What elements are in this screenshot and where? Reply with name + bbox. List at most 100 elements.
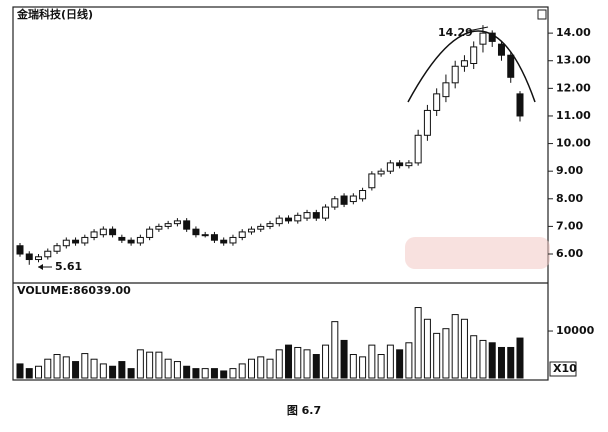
candle-body	[146, 228, 154, 238]
caption: 图 6.7	[287, 404, 321, 417]
volume-bar	[414, 307, 422, 379]
candle-body	[470, 46, 478, 64]
candle-body	[44, 250, 52, 258]
candle-body	[238, 231, 246, 238]
high-annotation: 14.29	[438, 26, 473, 39]
volume-bar	[331, 321, 339, 379]
volume-bar	[229, 368, 237, 379]
volume-bar	[460, 318, 468, 379]
volume-bar	[257, 356, 265, 379]
volume-bar	[405, 342, 413, 379]
candle-body	[90, 231, 98, 238]
candle-body	[109, 228, 117, 236]
corner-box	[537, 9, 547, 20]
volume-bar	[470, 335, 478, 379]
volume-bar	[285, 344, 293, 379]
volume-bar	[516, 337, 524, 379]
volume-bar	[451, 314, 459, 379]
candle-body	[136, 236, 144, 244]
volume-bar	[35, 365, 43, 379]
volume-bar	[192, 368, 200, 379]
volume-bar	[312, 354, 320, 379]
volume-bar	[90, 358, 98, 379]
candle-body	[368, 173, 376, 189]
volume-bar	[488, 342, 496, 379]
y-tick-label: 7.00	[556, 219, 583, 232]
candle-body	[340, 195, 348, 205]
candle-body	[118, 236, 126, 241]
volume-bar	[81, 353, 89, 379]
volume-bar	[479, 339, 487, 379]
candle-body	[377, 170, 385, 175]
candle-body	[414, 134, 422, 164]
candle-body	[99, 228, 107, 236]
candle-body	[210, 234, 218, 241]
low-annotation: 5.61	[55, 260, 82, 273]
candle-body	[16, 245, 24, 255]
candle-body	[451, 65, 459, 84]
volume-bar	[238, 363, 246, 379]
volume-bar	[368, 344, 376, 379]
candle-body	[396, 162, 404, 167]
volume-unit: X10	[553, 362, 577, 375]
candle-body	[257, 225, 265, 230]
candle-body	[275, 217, 283, 225]
candle-body	[72, 239, 80, 244]
candle-body	[201, 234, 209, 237]
y-tick-label: 13.00	[556, 54, 591, 67]
volume-bar	[497, 346, 505, 379]
candle-body	[312, 212, 320, 219]
volume-bar	[423, 318, 431, 379]
candle-body	[247, 228, 255, 233]
volume-bar	[146, 351, 154, 379]
y-tick-label: 6.00	[556, 247, 583, 260]
volume-bar	[109, 365, 117, 379]
unit-box	[549, 361, 577, 377]
volume-bar	[201, 368, 209, 379]
y-tick-label: 10.00	[556, 137, 591, 150]
arrow	[467, 26, 489, 32]
volume-bar	[25, 368, 33, 379]
volume-bar	[220, 370, 228, 379]
frame	[12, 6, 549, 381]
candle-body	[53, 245, 61, 252]
volume-bar	[294, 346, 302, 379]
y2-tick-label: 10000	[556, 324, 595, 337]
y-tick-label: 12.00	[556, 81, 591, 94]
y-tick-label: 8.00	[556, 192, 583, 205]
candle-body	[331, 198, 339, 208]
volume-bar	[173, 361, 181, 379]
candle-body	[488, 32, 496, 42]
volume-bar	[164, 358, 172, 379]
candle-body	[62, 239, 70, 247]
candle-body	[173, 220, 181, 225]
candle-body	[229, 236, 237, 244]
volume-bar	[507, 346, 515, 379]
volume-bar	[62, 356, 70, 379]
volume-bar	[442, 328, 450, 379]
candle-body	[423, 109, 431, 136]
candle-body	[164, 223, 172, 227]
volume-bar	[322, 344, 330, 379]
volume-bar	[303, 349, 311, 379]
candle-body	[155, 225, 163, 230]
volume-bar	[349, 354, 357, 379]
watermark	[405, 237, 550, 269]
candle-body	[386, 162, 394, 172]
arrow-head	[38, 264, 43, 270]
candle-body	[192, 228, 200, 236]
volume-bar	[44, 358, 52, 379]
volume-bar	[359, 356, 367, 379]
candle-body	[442, 82, 450, 98]
y-tick-label: 11.00	[556, 109, 591, 122]
volume-bar	[99, 363, 107, 379]
volume-bar	[183, 365, 191, 379]
y-tick-label: 14.00	[556, 26, 591, 39]
volume-bar	[266, 358, 274, 379]
candle-body	[460, 60, 468, 67]
candle-body	[479, 32, 487, 45]
volume-bar	[396, 349, 404, 379]
volume-bar	[53, 354, 61, 379]
candle-body	[285, 217, 293, 222]
candle-body	[497, 43, 505, 56]
